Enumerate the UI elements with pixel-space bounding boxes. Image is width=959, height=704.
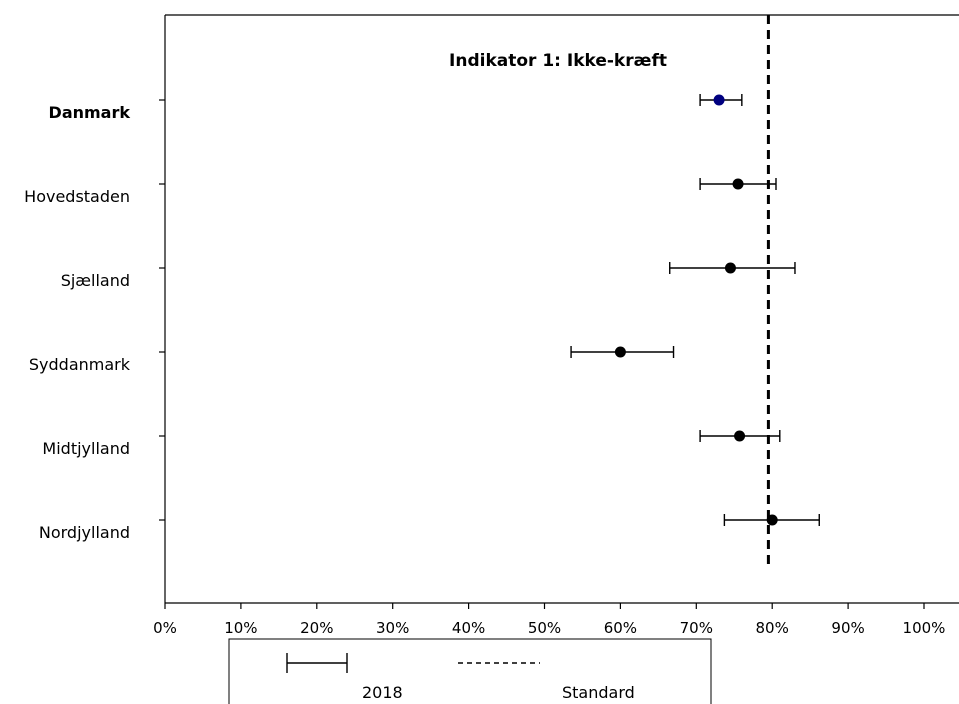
data-point <box>713 94 725 106</box>
legend: 2018 Standard <box>228 638 712 704</box>
data-point <box>732 178 744 190</box>
x-tick-label: 70% <box>680 619 713 637</box>
region-label: Sjælland <box>61 271 130 290</box>
data-point <box>724 262 736 274</box>
x-tick-label: 100% <box>903 619 946 637</box>
data-point-group <box>699 178 777 190</box>
legend-label-series: 2018 <box>362 683 403 702</box>
legend-label-standard: Standard <box>562 683 635 702</box>
data-point <box>766 514 778 526</box>
region-labels: Danmark Hovedstaden Sjælland Syddanmark Midt… <box>24 103 131 542</box>
x-tick-label: 10% <box>224 619 257 637</box>
data-point <box>614 346 626 358</box>
plot-marks <box>570 15 820 570</box>
region-label: Hovedstaden <box>24 187 130 206</box>
legend-box <box>228 638 712 704</box>
x-tick-label: 50% <box>528 619 561 637</box>
x-tick-label: 40% <box>452 619 485 637</box>
x-tick-label: 30% <box>376 619 409 637</box>
x-tick-label: 0% <box>153 619 177 637</box>
y-axis-ticks <box>159 99 165 521</box>
data-point-group <box>570 346 675 358</box>
region-label: Danmark <box>49 103 131 122</box>
data-point-group <box>699 430 781 442</box>
region-label: Midtjylland <box>42 439 130 458</box>
x-tick-label: 20% <box>300 619 333 637</box>
chart-title: Indikator 1: Ikke-kræft <box>449 51 667 71</box>
x-tick-label: 90% <box>831 619 864 637</box>
data-point <box>734 430 746 442</box>
data-point-group <box>699 94 743 106</box>
x-tick-label: 80% <box>756 619 789 637</box>
x-axis-ticks: 0% 10% 20% 30% 40% 50% 60% 70% 80% 90% 100% <box>153 603 945 637</box>
region-label: Nordjylland <box>39 523 130 542</box>
data-point-group <box>723 514 820 526</box>
x-tick-label: 60% <box>604 619 637 637</box>
data-point-group <box>669 262 796 274</box>
region-label: Syddanmark <box>29 355 131 374</box>
